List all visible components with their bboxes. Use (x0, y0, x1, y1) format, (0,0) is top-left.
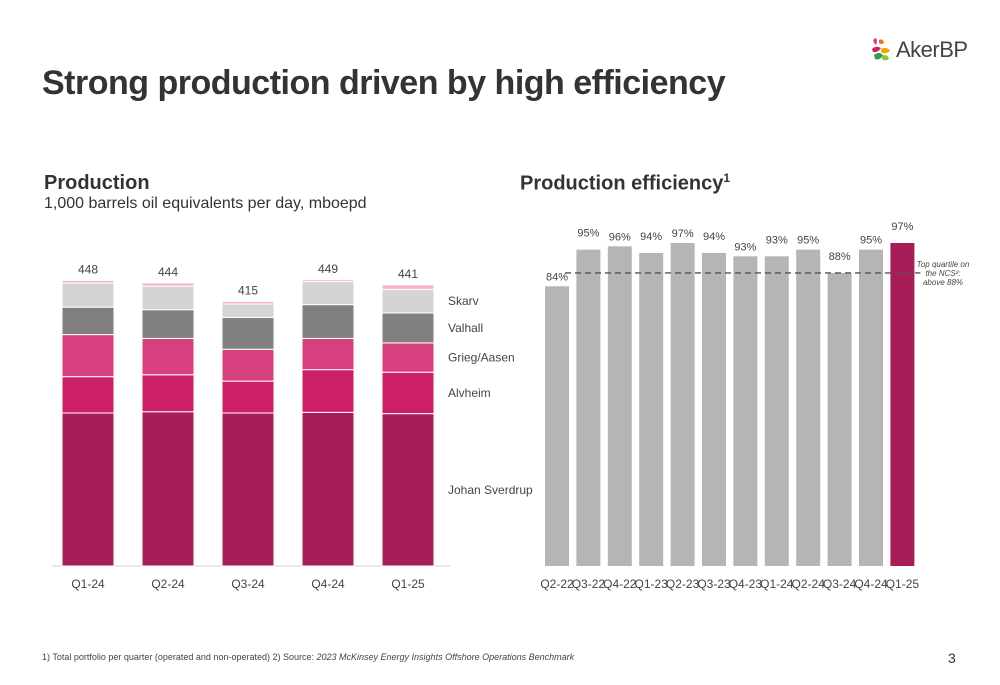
efficiency-category-label: Q4-22 (603, 577, 637, 591)
production-bar-segment (221, 380, 275, 414)
footnote-source: 2023 McKinsey Energy Insights Offshore O… (316, 652, 575, 662)
production-bar-segment (221, 303, 275, 318)
efficiency-value-label: 95% (797, 235, 819, 247)
efficiency-value-label: 97% (672, 228, 694, 240)
production-bar-segment (381, 413, 435, 567)
production-bar-segment (301, 281, 355, 306)
efficiency-category-label: Q4-24 (854, 577, 888, 591)
efficiency-category-label: Q3-24 (823, 577, 857, 591)
efficiency-value-label: 93% (766, 234, 788, 246)
production-bar-segment (301, 279, 355, 283)
efficiency-bar (827, 272, 852, 566)
production-category-label: Q3-24 (231, 577, 265, 591)
efficiency-category-label: Q3-23 (697, 577, 731, 591)
production-total-label: 448 (78, 262, 98, 276)
production-bar-segment (141, 282, 195, 287)
efficiency-category-label: Q1-24 (760, 577, 794, 591)
efficiency-bar (890, 242, 915, 567)
production-total-label: 441 (398, 267, 418, 281)
production-bar-segment (141, 374, 195, 413)
efficiency-bar (545, 286, 569, 566)
production-chart-subtitle: 1,000 barrels oil equivalents per day, m… (44, 195, 367, 212)
efficiency-bar (639, 252, 664, 567)
production-total-label: 415 (238, 283, 258, 297)
production-chart-title: Production (44, 172, 150, 194)
akerbp-logo-icon (872, 38, 890, 61)
production-category-label: Q4-24 (311, 577, 345, 591)
footnote: 1) Total portfolio per quarter (operated… (42, 652, 574, 662)
page-number: 3 (948, 650, 956, 666)
efficiency-chart-title-text: Production efficiency (520, 172, 724, 195)
efficiency-value-label: 88% (829, 251, 851, 263)
efficiency-value-label: 93% (734, 241, 756, 253)
efficiency-category-label: Q3-22 (572, 577, 606, 591)
production-bar-segment (301, 369, 355, 413)
production-bar-segment (61, 376, 115, 414)
production-bar-segment (381, 342, 435, 373)
production-bar-segment (61, 282, 115, 308)
reference-line-annotation: the NCS²: (925, 269, 960, 278)
efficiency-category-label: Q2-24 (792, 577, 826, 591)
page-title: Strong production driven by high efficie… (42, 64, 726, 102)
production-bar-segment (61, 306, 115, 336)
reference-line-annotation: above 88% (923, 278, 963, 287)
efficiency-bar (607, 246, 632, 566)
efficiency-category-label: Q2-22 (540, 577, 574, 591)
efficiency-bar (796, 249, 821, 566)
production-legend-label: Johan Sverdrup (448, 483, 533, 497)
production-bar-segment (61, 412, 115, 567)
production-bar-segment (61, 279, 115, 284)
efficiency-bar (702, 252, 726, 567)
efficiency-bar (670, 242, 695, 567)
efficiency-value-label: 84% (546, 271, 568, 283)
efficiency-value-label: 95% (577, 228, 599, 240)
production-bar-segment (221, 300, 275, 305)
production-bar-segment (301, 337, 355, 371)
production-bar-segment (141, 309, 195, 339)
production-bar-segment (221, 412, 275, 567)
production-bar-segment (141, 285, 195, 311)
efficiency-bar (733, 256, 758, 566)
production-category-label: Q2-24 (151, 577, 185, 591)
production-legend-label: Alvheim (448, 386, 491, 400)
production-bar-segment (381, 371, 435, 415)
production-bar-segment (381, 284, 435, 290)
efficiency-bar (764, 256, 789, 566)
production-bar-segment (141, 337, 195, 376)
production-legend-label: Valhall (448, 321, 483, 335)
efficiency-value-label: 96% (609, 231, 631, 243)
efficiency-chart-title-sup: 1 (723, 171, 731, 185)
efficiency-value-label: 97% (891, 221, 913, 233)
efficiency-category-label: Q2-23 (666, 577, 700, 591)
company-logo: AkerBP (870, 37, 968, 63)
efficiency-category-label: Q1-25 (886, 577, 920, 591)
production-legend-label: Grieg/Aasen (448, 351, 515, 365)
production-category-label: Q1-25 (391, 577, 425, 591)
production-bar-segment (381, 288, 435, 314)
logo-text: AkerBP (896, 37, 968, 62)
production-bar-segment (301, 304, 355, 339)
efficiency-bar (576, 249, 601, 566)
production-bar-segment (221, 316, 275, 350)
efficiency-chart-title: Production efficiency1 (520, 171, 730, 196)
production-bar-segment (221, 348, 275, 382)
production-category-label: Q1-24 (71, 577, 105, 591)
efficiency-category-label: Q4-23 (729, 577, 763, 591)
efficiency-value-label: 94% (640, 231, 662, 243)
production-legend-label: Skarv (448, 294, 479, 308)
efficiency-value-label: 94% (703, 231, 725, 243)
efficiency-bar (859, 249, 883, 566)
efficiency-value-label: 95% (860, 235, 882, 247)
production-bar-segment (141, 411, 195, 567)
efficiency-category-label: Q1-23 (635, 577, 669, 591)
production-total-label: 444 (158, 265, 178, 279)
production-bar-segment (381, 312, 435, 344)
production-bar-segment (301, 411, 355, 567)
reference-line-annotation: Top quartile on (917, 260, 970, 269)
footnote-plain: 1) Total portfolio per quarter (operated… (42, 652, 317, 662)
production-total-label: 449 (318, 262, 338, 276)
production-bar-segment (61, 334, 115, 378)
